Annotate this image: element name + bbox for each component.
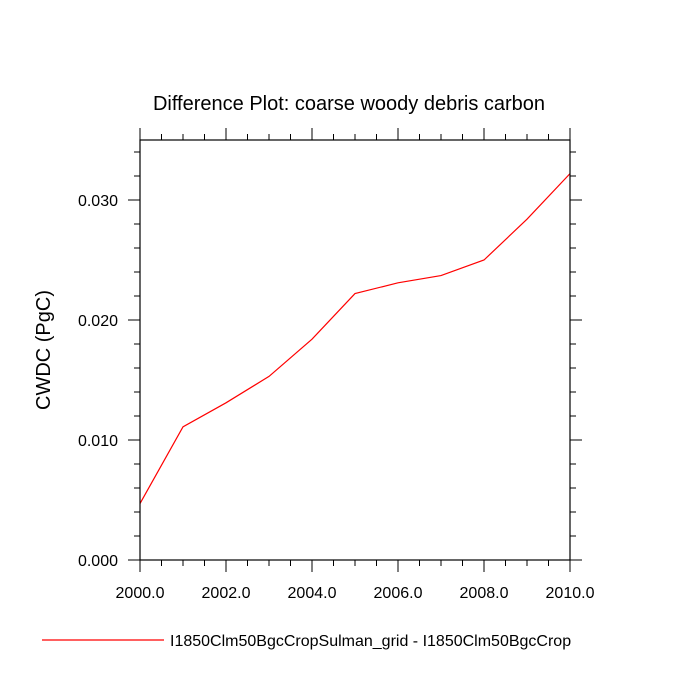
x-tick-label: 2004.0 bbox=[288, 585, 337, 602]
plot-frame bbox=[139, 139, 571, 561]
x-tick-label: 2006.0 bbox=[374, 585, 423, 602]
tick-labels: 2000.0 2002.0 2004.0 2006.0 2008.0 2010.0 0.00… bbox=[78, 193, 595, 602]
y-tick-label: 0.000 bbox=[78, 553, 118, 570]
legend-label: I1850Clm50BgcCropSulman_grid - I1850Clm5… bbox=[170, 633, 571, 650]
series-line bbox=[139, 173, 571, 504]
y-axis-label: CWDC (PgC) bbox=[33, 290, 55, 410]
x-tick-label: 2010.0 bbox=[546, 585, 595, 602]
x-tick-label: 2002.0 bbox=[202, 585, 251, 602]
chart-title: Difference Plot: coarse woody debris car… bbox=[153, 93, 545, 115]
y-tick-label: 0.010 bbox=[78, 433, 118, 450]
x-tick-label: 2008.0 bbox=[460, 585, 509, 602]
axis-ticks bbox=[128, 128, 582, 572]
x-tick-label: 2000.0 bbox=[116, 585, 165, 602]
legend: I1850Clm50BgcCropSulman_grid - I1850Clm5… bbox=[42, 633, 571, 650]
series-lines bbox=[139, 173, 571, 504]
y-tick-label: 0.030 bbox=[78, 193, 118, 210]
y-tick-label: 0.020 bbox=[78, 313, 118, 330]
